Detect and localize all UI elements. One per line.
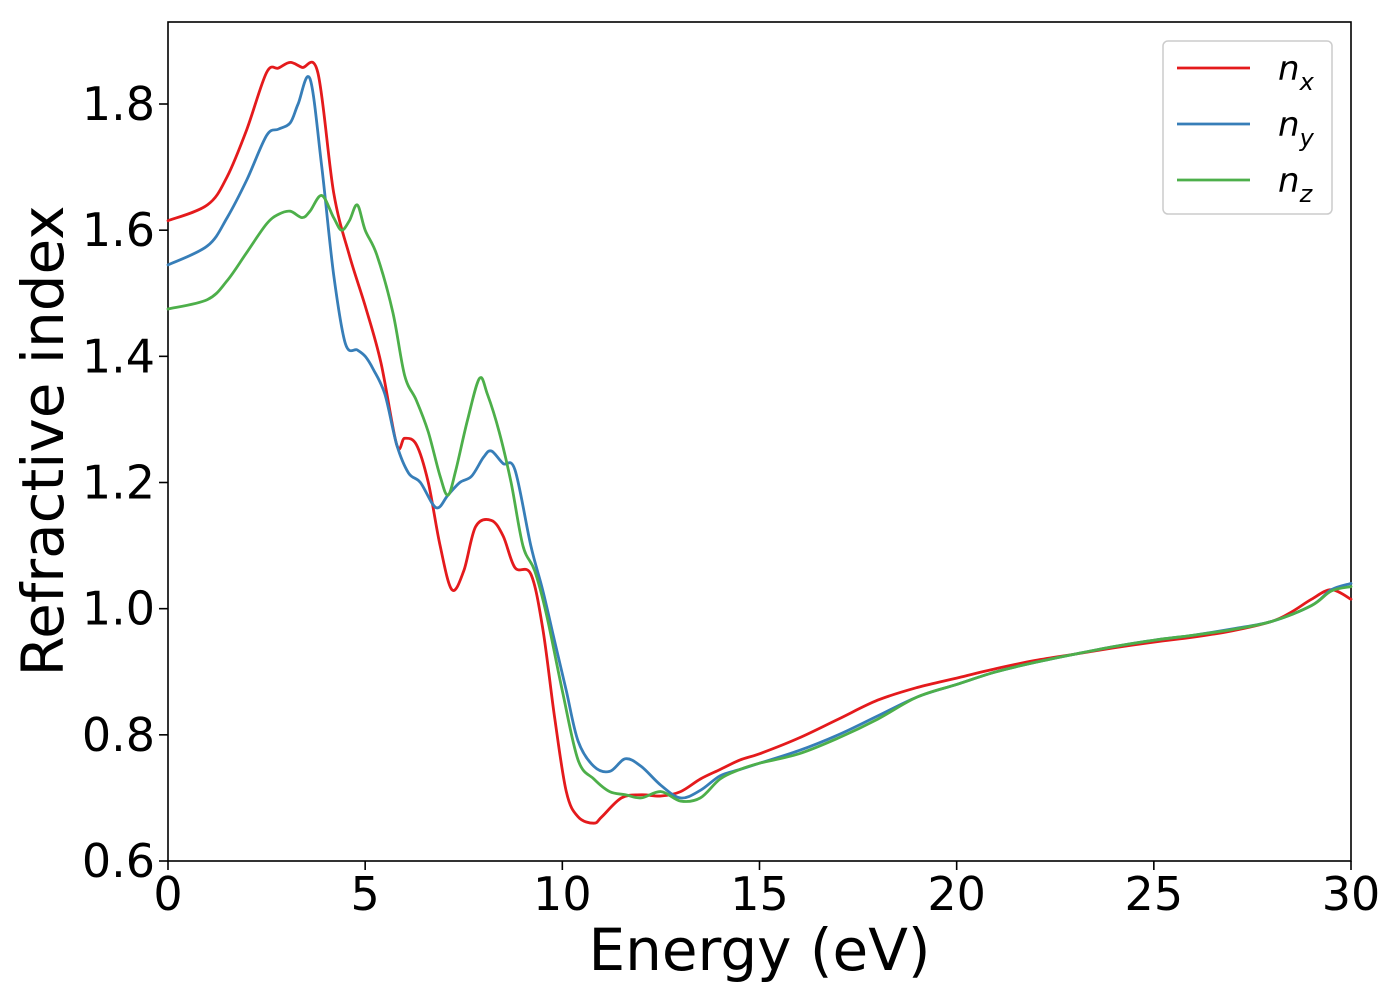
y-tick-label: 1.8 xyxy=(82,77,155,131)
x-tick-label: 20 xyxy=(927,867,986,921)
legend-box xyxy=(1162,40,1333,215)
x-tick-label: 25 xyxy=(1125,867,1184,921)
y-axis-ticks: 0.6 0.8 1.0 1.2 1.4 1.6 1.8 xyxy=(82,77,168,888)
y-tick-label: 1.0 xyxy=(82,582,155,636)
x-tick-label: 15 xyxy=(730,867,789,921)
x-tick-label: 30 xyxy=(1322,867,1381,921)
y-tick-label: 0.6 xyxy=(82,834,155,888)
y-tick-label: 1.2 xyxy=(82,456,155,510)
y-axis-title: Refractive index xyxy=(9,205,77,676)
series-layer xyxy=(166,60,1353,825)
x-tick-label: 5 xyxy=(351,867,380,921)
plot-area xyxy=(167,21,1352,862)
x-tick-label: 0 xyxy=(153,867,182,921)
series-line-z xyxy=(166,194,1353,803)
y-tick-label: 1.4 xyxy=(82,329,155,383)
y-tick-label: 1.6 xyxy=(82,203,155,257)
y-tick-label: 0.8 xyxy=(82,708,155,762)
x-tick-label: 10 xyxy=(533,867,592,921)
x-axis-title: Energy (eV) xyxy=(588,916,930,984)
x-axis-ticks: 0 5 10 15 20 25 30 xyxy=(153,861,1380,921)
